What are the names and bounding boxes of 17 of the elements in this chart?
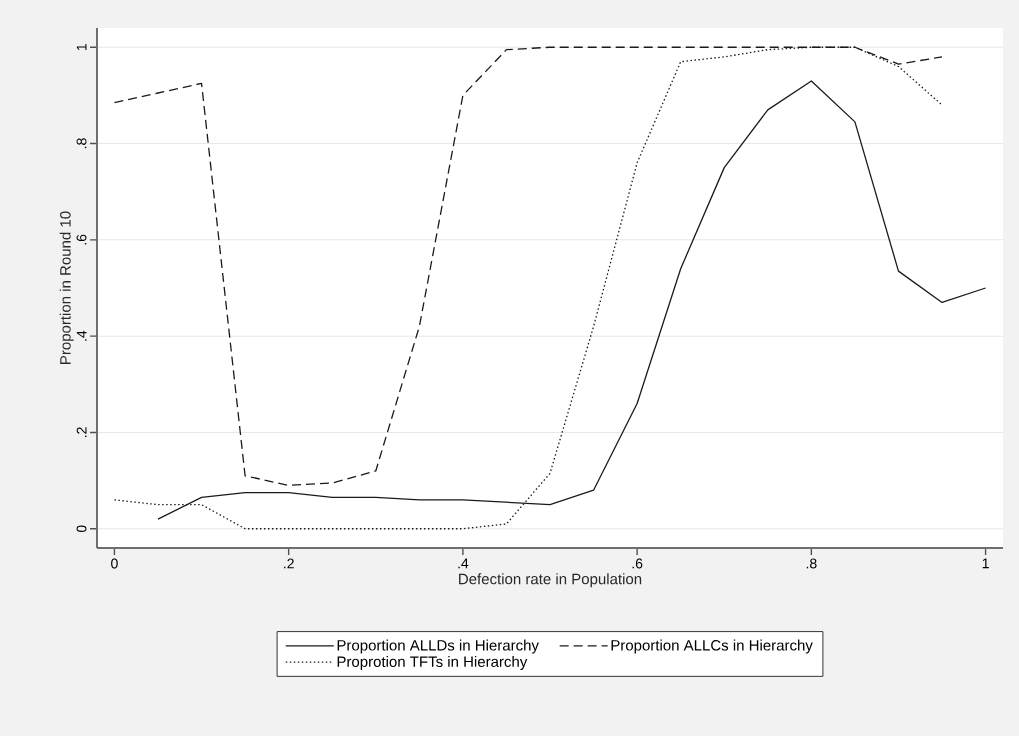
legend-label: Proprotion TFTs in Hierarchy [337, 655, 528, 670]
y-tick-label: .2 [76, 427, 87, 437]
y-tick-label: .4 [76, 330, 87, 341]
y-tick-label: .8 [76, 138, 87, 149]
x-tick-label: .2 [284, 558, 294, 569]
x-axis-title: Defection rate in Population [459, 573, 642, 588]
y-tick-label: 1 [76, 44, 87, 51]
y-tick-label: 0 [76, 525, 87, 533]
legend-label: Proportion ALLDs in Hierarchy [337, 639, 539, 654]
legend-label: Proportion ALLCs in Hierarchy [611, 639, 813, 654]
x-tick-label: .4 [458, 558, 469, 569]
x-tick-label: 0 [111, 558, 118, 569]
y-tick-label: .6 [76, 234, 87, 245]
x-tick-label: 1 [982, 558, 989, 569]
x-tick-label: .6 [632, 558, 643, 569]
y-axis-title: Proportion in Round 10 [59, 211, 74, 364]
x-tick-label: .8 [806, 558, 817, 569]
